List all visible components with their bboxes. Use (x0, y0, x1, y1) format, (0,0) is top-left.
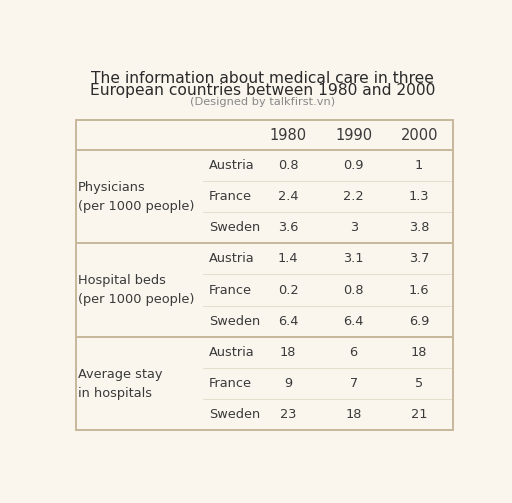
Text: 3.6: 3.6 (278, 221, 298, 234)
Text: 3.8: 3.8 (409, 221, 430, 234)
Text: 2.4: 2.4 (278, 190, 298, 203)
Text: France: France (209, 284, 252, 297)
Text: 3: 3 (350, 221, 358, 234)
Text: Sweden: Sweden (209, 221, 260, 234)
Text: 2000: 2000 (400, 128, 438, 143)
Text: France: France (209, 190, 252, 203)
Text: 5: 5 (415, 377, 423, 390)
Text: 6.4: 6.4 (278, 315, 298, 327)
Text: 1980: 1980 (270, 128, 307, 143)
Bar (76, 120, 453, 430)
Text: 18: 18 (346, 408, 362, 421)
Text: 1990: 1990 (335, 128, 372, 143)
Text: (Designed by talkfirst.vn): (Designed by talkfirst.vn) (190, 97, 335, 107)
Text: 1.3: 1.3 (409, 190, 430, 203)
Text: Austria: Austria (209, 253, 254, 266)
Text: 0.2: 0.2 (278, 284, 298, 297)
Text: Hospital beds
(per 1000 people): Hospital beds (per 1000 people) (78, 274, 195, 306)
Text: 7: 7 (350, 377, 358, 390)
Text: The information about medical care in three: The information about medical care in th… (91, 71, 434, 86)
Text: 6.9: 6.9 (409, 315, 430, 327)
Text: 2.2: 2.2 (344, 190, 364, 203)
Text: 3.1: 3.1 (344, 253, 364, 266)
Text: 1.6: 1.6 (409, 284, 430, 297)
Text: 0.8: 0.8 (278, 159, 298, 172)
Text: France: France (209, 377, 252, 390)
Text: 18: 18 (280, 346, 296, 359)
Text: 0.9: 0.9 (344, 159, 364, 172)
Text: 1.4: 1.4 (278, 253, 298, 266)
Text: Sweden: Sweden (209, 315, 260, 327)
Text: Austria: Austria (209, 159, 254, 172)
Text: 6: 6 (350, 346, 358, 359)
Text: 6.4: 6.4 (344, 315, 364, 327)
Text: 1: 1 (415, 159, 423, 172)
Text: 9: 9 (284, 377, 292, 390)
Text: 18: 18 (411, 346, 428, 359)
Text: Austria: Austria (209, 346, 254, 359)
Text: Average stay
in hospitals: Average stay in hospitals (78, 368, 162, 399)
Text: Physicians
(per 1000 people): Physicians (per 1000 people) (78, 181, 195, 213)
Text: Sweden: Sweden (209, 408, 260, 421)
Text: 0.8: 0.8 (344, 284, 364, 297)
Text: 23: 23 (280, 408, 296, 421)
Text: European countries between 1980 and 2000: European countries between 1980 and 2000 (90, 83, 435, 98)
Text: 3.7: 3.7 (409, 253, 430, 266)
Text: 21: 21 (411, 408, 428, 421)
